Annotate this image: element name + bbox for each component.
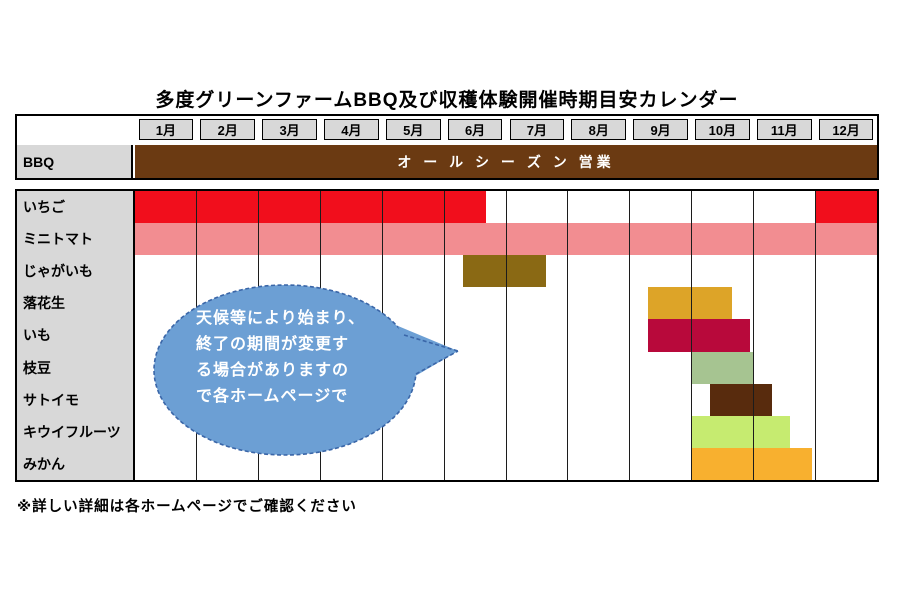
month-header-3月: 3月	[262, 119, 317, 140]
month-header-10月: 10月	[695, 119, 750, 140]
month-header-5月: 5月	[385, 119, 441, 140]
month-header-2月: 2月	[200, 119, 256, 140]
crop-label-みかん: みかん	[23, 455, 65, 472]
month-gridline	[752, 191, 754, 480]
month-header-4月: 4月	[324, 119, 379, 140]
month-gridline	[443, 191, 445, 480]
month-gridline	[814, 191, 816, 480]
crop-label-落花生: 落花生	[23, 295, 65, 312]
crop-label-枝豆: 枝豆	[23, 359, 51, 376]
harvest-bar-キウイフルーツ	[691, 415, 791, 448]
month-header-row: 1月 2月 3月 4月 5月 6月 7月 8月 9月 10月 11月 12月	[135, 116, 877, 145]
month-header-12月: 12月	[818, 119, 874, 140]
callout-text: 天候等により始まり、 終了の期間が変更す る場合がありますの で各ホームページで	[196, 306, 365, 410]
callout-text-line: 天候等により始まり、	[196, 310, 366, 327]
month-header-6月: 6月	[447, 119, 503, 140]
harvest-bar-じゃがいも	[462, 255, 547, 288]
month-gridline	[505, 191, 507, 480]
harvest-bar-いちご	[135, 191, 486, 224]
month-gridline	[629, 191, 631, 480]
bbq-bar-text: オ ー ル シ ー ズ ン 営業	[397, 153, 615, 170]
page-title: 多度グリーンファームBBQ及び収穫体験開催時期目安カレンダー	[155, 90, 739, 111]
crop-label-いも: いも	[23, 327, 51, 344]
callout-text-line: 終了の期間が変更す	[196, 336, 350, 353]
harvest-bar-いも	[648, 319, 751, 352]
bbq-season-table: 1月 2月 3月 4月 5月 6月 7月 8月 9月 10月 11月 12月 BBQ オ ー ル シ …	[15, 114, 879, 180]
month-header-11月: 11月	[756, 119, 812, 140]
callout-text-line: る場合がありますの	[196, 362, 350, 379]
callout-tail	[398, 326, 458, 378]
bbq-row-label: BBQ	[17, 145, 133, 178]
bbq-all-season-bar: オ ー ル シ ー ズ ン 営業	[135, 145, 877, 178]
month-gridline	[567, 191, 569, 480]
month-header-9月: 9月	[633, 119, 688, 140]
harvest-bar-みかん	[691, 447, 813, 480]
footer-note: ※詳しい詳細は各ホームページでご確認ください	[17, 499, 357, 515]
weather-notice-callout	[153, 284, 459, 456]
callout-tail-edge	[403, 334, 459, 352]
crop-label-じゃがいも: じゃがいも	[23, 263, 93, 280]
month-header-7月: 7月	[509, 119, 565, 140]
month-header-8月: 8月	[571, 119, 627, 140]
header-corner-cell	[17, 116, 133, 145]
crop-label-いちご: いちご	[23, 199, 65, 216]
crop-label-column: いちごミニトマトじゃがいも落花生いも枝豆サトイモキウイフルーツ みかん	[17, 191, 135, 480]
month-gridline	[691, 191, 692, 480]
crop-label-キウイフルーツ: キウイフルーツ	[23, 423, 121, 440]
crop-label-ミニトマト: ミニトマト	[23, 231, 93, 248]
harvest-bar-落花生	[648, 287, 732, 320]
harvest-bar-サトイモ	[710, 383, 772, 416]
crop-label-サトイモ: サトイモ	[23, 391, 79, 408]
month-header-1月: 1月	[138, 119, 194, 140]
harvest-bar-いちご	[815, 191, 877, 224]
callout-text-line: で各ホームページで	[196, 388, 349, 405]
callout-tail-edge	[415, 350, 459, 375]
harvest-bar-枝豆	[691, 351, 754, 384]
